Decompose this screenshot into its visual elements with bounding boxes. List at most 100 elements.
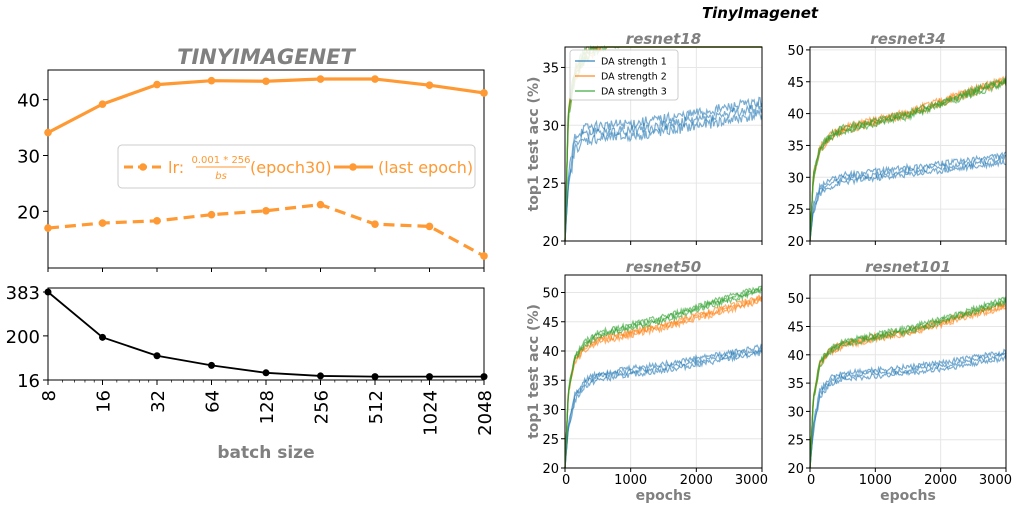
left-top-data-point bbox=[316, 200, 325, 209]
left-top-data-point bbox=[44, 128, 52, 137]
left-bottom-data-point bbox=[99, 333, 106, 341]
resnet18-ytick-label: 25 bbox=[542, 177, 559, 192]
resnet34-series-3-run-1 bbox=[809, 79, 1007, 242]
left-bottom-xtick-label: 1024 bbox=[421, 390, 442, 436]
resnet101-ytick-label: 30 bbox=[787, 405, 804, 420]
left-top-series-line-1 bbox=[47, 203, 485, 258]
left-chart-title: TINYIMAGENET bbox=[177, 45, 356, 69]
resnet101-xlabel: epochs bbox=[880, 488, 936, 503]
left-bottom-ytick-label: 200 bbox=[6, 327, 40, 348]
legend-marker-epoch30 bbox=[139, 163, 147, 171]
left-top-data-point bbox=[207, 210, 216, 219]
resnet50-series-2-run-1 bbox=[564, 298, 763, 469]
resnet50-title: resnet50 bbox=[626, 258, 701, 276]
left-bottom-xtick-label: 128 bbox=[257, 390, 278, 424]
resnet34-ytick-label: 45 bbox=[787, 76, 804, 91]
left-top-data-point bbox=[480, 89, 488, 97]
resnet101-ytick-label: 50 bbox=[787, 292, 804, 307]
resnet101-ytick-label: 20 bbox=[787, 462, 804, 477]
left-bottom-xtick-label: 16 bbox=[94, 390, 115, 413]
left-bottom-xtick-label: 2048 bbox=[475, 390, 496, 436]
resnet18-series-1-run-2 bbox=[564, 101, 763, 242]
legend-label-prefix: lr: bbox=[168, 158, 184, 177]
resnet34-series-3-run-2 bbox=[809, 78, 1007, 242]
left-bottom-xtick-label: 64 bbox=[203, 390, 224, 413]
resnet34-series-1-run-3 bbox=[809, 151, 1007, 242]
resnet101-series-2-run-3 bbox=[809, 300, 1007, 469]
left-top-data-point bbox=[480, 252, 488, 260]
resnet18-series-1-run-3 bbox=[564, 96, 763, 242]
left-top-data-point bbox=[98, 100, 107, 108]
legend-label-suffix: (epoch30) bbox=[250, 158, 332, 177]
resnet101-plot-frame bbox=[809, 274, 1007, 469]
resnet50-ytick-label: 35 bbox=[542, 374, 559, 389]
left-top-ytick-label: 20 bbox=[17, 202, 40, 223]
resnet101-title: resnet101 bbox=[865, 258, 951, 276]
legend-label-last-epoch: (last epoch) bbox=[378, 158, 473, 177]
resnet50-xtick-label: 3000 bbox=[735, 473, 768, 488]
left-bottom-ytick-label: 16 bbox=[17, 371, 40, 392]
legend-marker-last-epoch bbox=[349, 163, 357, 171]
left-bottom-data-point bbox=[371, 373, 379, 381]
resnet101-ytick-label: 45 bbox=[787, 321, 804, 336]
left-top-data-point bbox=[207, 76, 216, 85]
left-bottom-xtick-label: 8 bbox=[39, 390, 60, 401]
left-top-data-point bbox=[371, 75, 379, 83]
resnet34-title: resnet34 bbox=[870, 30, 945, 48]
resnet18-series-1-run-1 bbox=[564, 108, 763, 242]
left-bottom-xlabel: batch size bbox=[217, 443, 314, 463]
resnet34-ytick-label: 40 bbox=[787, 108, 804, 123]
resnet101-ytick-label: 35 bbox=[787, 377, 804, 392]
resnet50-ytick-label: 50 bbox=[542, 287, 559, 302]
left-bottom-data-point bbox=[153, 352, 161, 360]
resnet50-ytick-label: 45 bbox=[542, 316, 559, 331]
left-bottom-data-point bbox=[317, 372, 324, 380]
resnet101-xtick-label: 2000 bbox=[924, 473, 957, 488]
left-top-ytick-label: 30 bbox=[17, 147, 40, 168]
resnet101-xtick-label: 3000 bbox=[979, 473, 1012, 488]
resnet18-ytick-label: 20 bbox=[542, 235, 559, 250]
left-bottom-data-point bbox=[426, 373, 433, 381]
left-bottom-series-line bbox=[47, 291, 484, 378]
resnet101-series-1-run-2 bbox=[809, 352, 1007, 469]
left-bottom-xtick-label: 256 bbox=[312, 390, 333, 424]
left-top-data-point bbox=[371, 220, 379, 228]
left-top-data-point bbox=[316, 75, 325, 83]
resnet34-ytick-label: 20 bbox=[787, 235, 804, 250]
resnet101-xtick-label: 0 bbox=[807, 473, 815, 488]
resnet101-series-3-run-1 bbox=[809, 299, 1007, 469]
resnet101-ytick-label: 40 bbox=[787, 349, 804, 364]
resnet50-xtick-label: 2000 bbox=[680, 473, 713, 488]
resnet50-ytick-label: 30 bbox=[542, 404, 559, 419]
resnet101-series-1-run-1 bbox=[809, 354, 1007, 469]
resnet50-series-2-run-3 bbox=[564, 294, 763, 469]
resnet101-ytick-label: 25 bbox=[787, 434, 804, 449]
left-top-data-point bbox=[153, 217, 161, 225]
left-top-data-point bbox=[153, 80, 161, 89]
resnet50-series-1-run-2 bbox=[564, 346, 763, 469]
left-bottom-plot-frame bbox=[47, 287, 485, 381]
resnet34-series-3-run-3 bbox=[809, 77, 1007, 242]
left-top-series-line-2 bbox=[47, 77, 485, 135]
resnet34-series-2-run-1 bbox=[809, 79, 1007, 242]
resnet101-series-3-run-3 bbox=[809, 296, 1007, 469]
left-top-data-point bbox=[262, 206, 270, 215]
resnet18-legend-label-1: DA strength 1 bbox=[601, 57, 667, 68]
left-top-data-point bbox=[425, 81, 434, 89]
left-top-data-point bbox=[262, 77, 270, 86]
resnet18-legend-box bbox=[569, 49, 679, 101]
legend-label-numerator: 0.001 * 256 bbox=[191, 155, 250, 166]
resnet34-ytick-label: 50 bbox=[787, 44, 804, 59]
left-top-legend-box bbox=[117, 144, 476, 189]
resnet50-ytick-label: 40 bbox=[542, 345, 559, 360]
resnet50-xlabel: epochs bbox=[636, 488, 692, 503]
left-bottom-xtick-label: 32 bbox=[148, 390, 169, 413]
legend-label-denominator: bs bbox=[215, 171, 227, 182]
resnet50-plot-frame bbox=[564, 274, 763, 469]
resnet50-series-3-run-3 bbox=[564, 285, 763, 469]
resnet50-ytick-label: 20 bbox=[542, 462, 559, 477]
resnet18-title: resnet18 bbox=[626, 30, 701, 48]
resnet101-series-1-run-3 bbox=[809, 348, 1007, 469]
resnet34-ytick-label: 25 bbox=[787, 203, 804, 218]
resnet18-legend-label-3: DA strength 3 bbox=[601, 87, 667, 98]
